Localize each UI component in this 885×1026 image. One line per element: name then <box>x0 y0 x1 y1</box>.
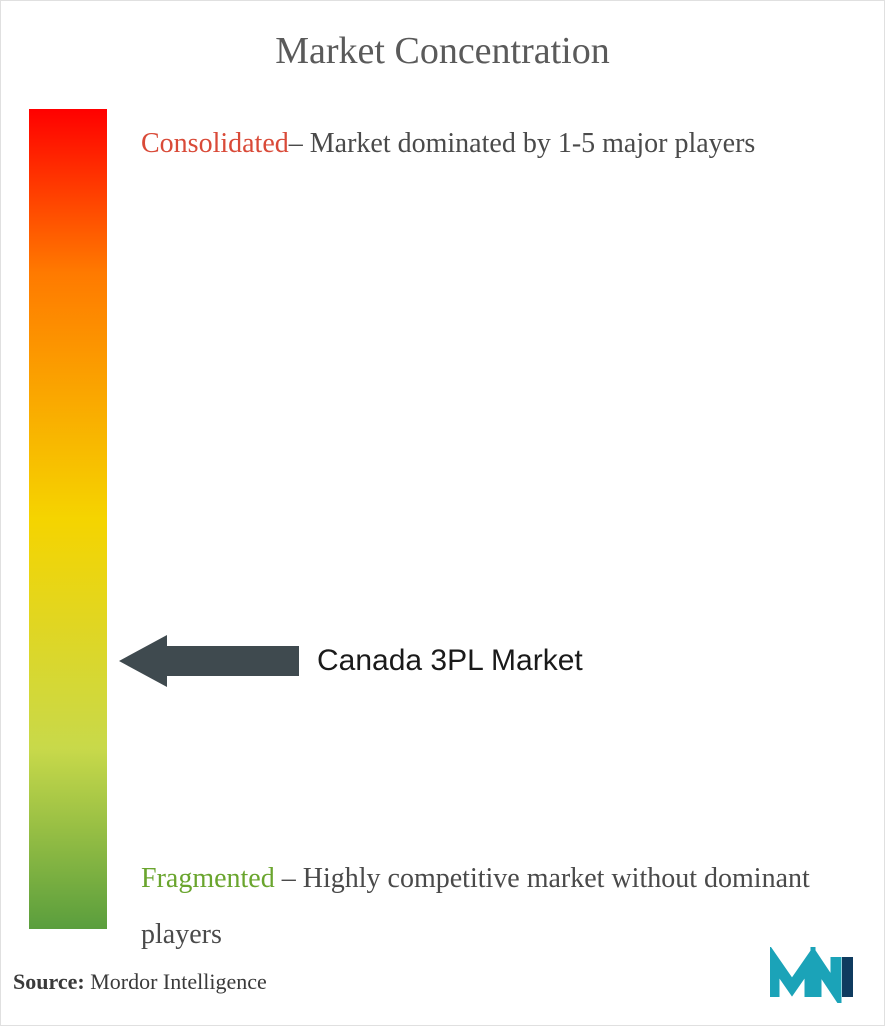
source-label: Source: <box>13 969 85 994</box>
fragmented-description: Fragmented – Highly competitive market w… <box>141 851 854 963</box>
consolidated-description: Consolidated– Market dominated by 1-5 ma… <box>141 119 854 169</box>
market-label: Canada 3PL Market <box>317 644 583 678</box>
consolidated-term: Consolidated <box>141 128 289 159</box>
consolidated-rest: – Market dominated by 1-5 major players <box>289 128 756 159</box>
source-value: Mordor Intelligence <box>85 969 267 994</box>
brand-logo-icon <box>770 947 856 1003</box>
arrow-left-icon <box>119 631 299 691</box>
fragmented-term: Fragmented <box>141 863 275 894</box>
page-title: Market Concentration <box>1 1 884 73</box>
concentration-gradient-bar <box>29 109 107 929</box>
market-position-marker: Canada 3PL Market <box>119 631 583 691</box>
source-attribution: Source: Mordor Intelligence <box>13 969 267 995</box>
